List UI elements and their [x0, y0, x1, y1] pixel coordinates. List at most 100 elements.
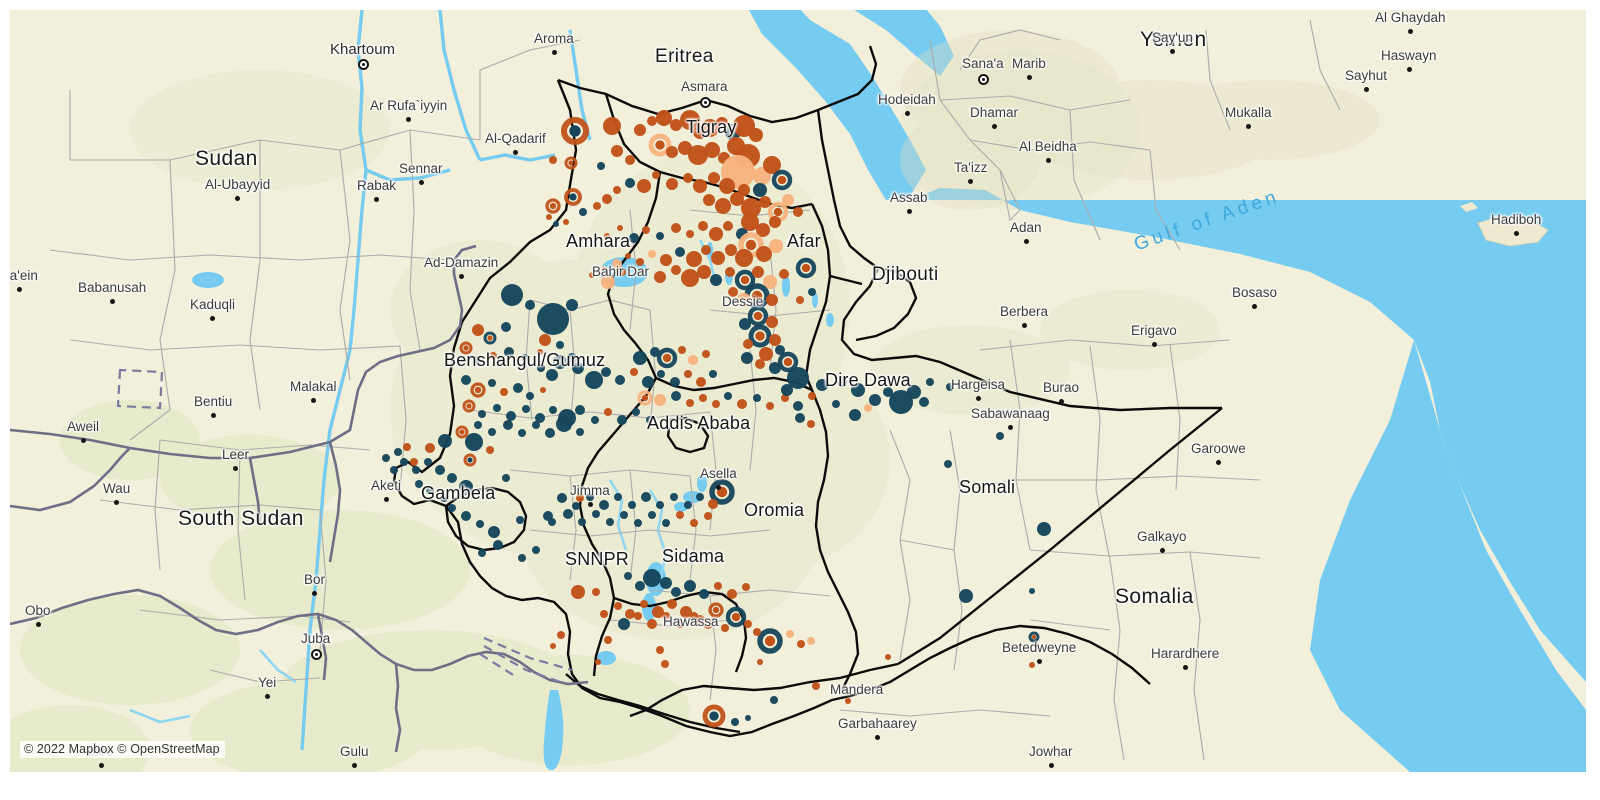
- event-marker[interactable]: [656, 501, 664, 509]
- event-marker[interactable]: [390, 466, 398, 474]
- event-marker[interactable]: [576, 428, 584, 436]
- event-marker[interactable]: [489, 352, 497, 360]
- event-marker[interactable]: [556, 341, 564, 349]
- event-marker[interactable]: [501, 322, 511, 332]
- event-marker[interactable]: [502, 474, 510, 482]
- event-marker[interactable]: [678, 141, 692, 155]
- event-marker[interactable]: [563, 509, 573, 519]
- event-marker[interactable]: [944, 460, 952, 468]
- event-marker[interactable]: [690, 519, 698, 527]
- event-marker[interactable]: [808, 288, 816, 296]
- event-marker[interactable]: [731, 612, 741, 622]
- event-marker[interactable]: [634, 612, 642, 620]
- event-marker[interactable]: [521, 354, 529, 362]
- event-marker[interactable]: [593, 202, 601, 210]
- event-marker[interactable]: [539, 334, 551, 346]
- event-marker-ring[interactable]: [564, 156, 578, 170]
- event-marker[interactable]: [435, 465, 445, 475]
- event-marker[interactable]: [797, 640, 805, 648]
- event-marker[interactable]: [486, 446, 494, 454]
- event-marker[interactable]: [783, 357, 793, 367]
- event-marker[interactable]: [617, 225, 623, 231]
- event-marker[interactable]: [640, 600, 648, 608]
- event-marker[interactable]: [704, 512, 712, 520]
- event-marker[interactable]: [400, 458, 408, 466]
- event-marker-ring[interactable]: [656, 347, 678, 369]
- event-marker[interactable]: [703, 194, 715, 206]
- event-marker[interactable]: [724, 392, 732, 400]
- event-marker[interactable]: [701, 119, 719, 137]
- event-marker[interactable]: [709, 370, 717, 378]
- event-marker[interactable]: [959, 589, 973, 603]
- event-marker[interactable]: [837, 377, 847, 387]
- event-marker[interactable]: [614, 602, 622, 610]
- event-marker[interactable]: [604, 636, 612, 644]
- event-marker[interactable]: [715, 198, 731, 214]
- event-marker[interactable]: [696, 493, 704, 501]
- event-marker[interactable]: [712, 400, 720, 408]
- event-marker[interactable]: [1037, 522, 1051, 536]
- event-marker[interactable]: [686, 251, 702, 267]
- event-marker[interactable]: [686, 230, 694, 238]
- event-marker-ring[interactable]: [1028, 631, 1040, 643]
- event-marker[interactable]: [567, 353, 577, 363]
- event-marker[interactable]: [807, 420, 815, 428]
- event-marker[interactable]: [603, 117, 621, 135]
- event-marker[interactable]: [553, 221, 559, 227]
- event-marker[interactable]: [676, 620, 684, 628]
- event-marker[interactable]: [845, 698, 851, 704]
- event-marker[interactable]: [625, 253, 631, 259]
- event-marker[interactable]: [532, 546, 540, 554]
- event-marker[interactable]: [424, 458, 432, 466]
- event-marker[interactable]: [755, 359, 765, 369]
- event-marker[interactable]: [662, 612, 670, 620]
- event-marker[interactable]: [671, 265, 681, 275]
- event-marker[interactable]: [757, 659, 763, 665]
- event-marker[interactable]: [1031, 634, 1037, 640]
- event-marker[interactable]: [996, 432, 1004, 440]
- event-marker[interactable]: [769, 216, 781, 228]
- event-marker[interactable]: [382, 454, 390, 462]
- event-marker[interactable]: [756, 246, 772, 262]
- event-marker[interactable]: [466, 403, 472, 409]
- event-marker[interactable]: [620, 511, 628, 519]
- event-marker[interactable]: [563, 219, 569, 225]
- event-marker[interactable]: [606, 518, 614, 526]
- event-marker[interactable]: [637, 179, 651, 193]
- event-marker[interactable]: [647, 116, 657, 126]
- event-marker[interactable]: [625, 155, 635, 165]
- event-marker[interactable]: [461, 375, 471, 385]
- event-marker[interactable]: [671, 391, 681, 401]
- event-marker[interactable]: [710, 274, 722, 286]
- event-marker[interactable]: [712, 606, 720, 614]
- event-marker[interactable]: [671, 223, 681, 233]
- event-marker[interactable]: [394, 448, 402, 456]
- event-marker[interactable]: [662, 519, 670, 527]
- event-marker[interactable]: [698, 221, 708, 231]
- event-marker[interactable]: [752, 266, 764, 278]
- event-marker[interactable]: [425, 443, 435, 453]
- event-marker-ring[interactable]: [709, 479, 735, 505]
- event-marker[interactable]: [745, 715, 751, 721]
- event-marker-ring[interactable]: [702, 704, 726, 728]
- event-marker[interactable]: [697, 265, 711, 279]
- event-marker[interactable]: [764, 635, 776, 647]
- event-marker[interactable]: [795, 413, 805, 423]
- event-marker[interactable]: [403, 443, 411, 451]
- event-marker[interactable]: [518, 429, 526, 437]
- event-marker[interactable]: [670, 493, 678, 501]
- event-marker[interactable]: [926, 378, 934, 386]
- event-marker[interactable]: [714, 582, 722, 590]
- event-marker[interactable]: [410, 458, 418, 466]
- event-marker[interactable]: [493, 404, 501, 412]
- event-marker[interactable]: [522, 405, 530, 413]
- event-marker[interactable]: [869, 394, 881, 406]
- event-marker[interactable]: [467, 457, 473, 463]
- event-marker[interactable]: [556, 416, 572, 432]
- event-marker[interactable]: [670, 377, 680, 387]
- event-marker[interactable]: [604, 408, 612, 416]
- event-marker[interactable]: [739, 318, 751, 330]
- event-marker-ring[interactable]: [463, 453, 477, 467]
- event-marker[interactable]: [592, 510, 600, 518]
- event-marker[interactable]: [675, 247, 685, 257]
